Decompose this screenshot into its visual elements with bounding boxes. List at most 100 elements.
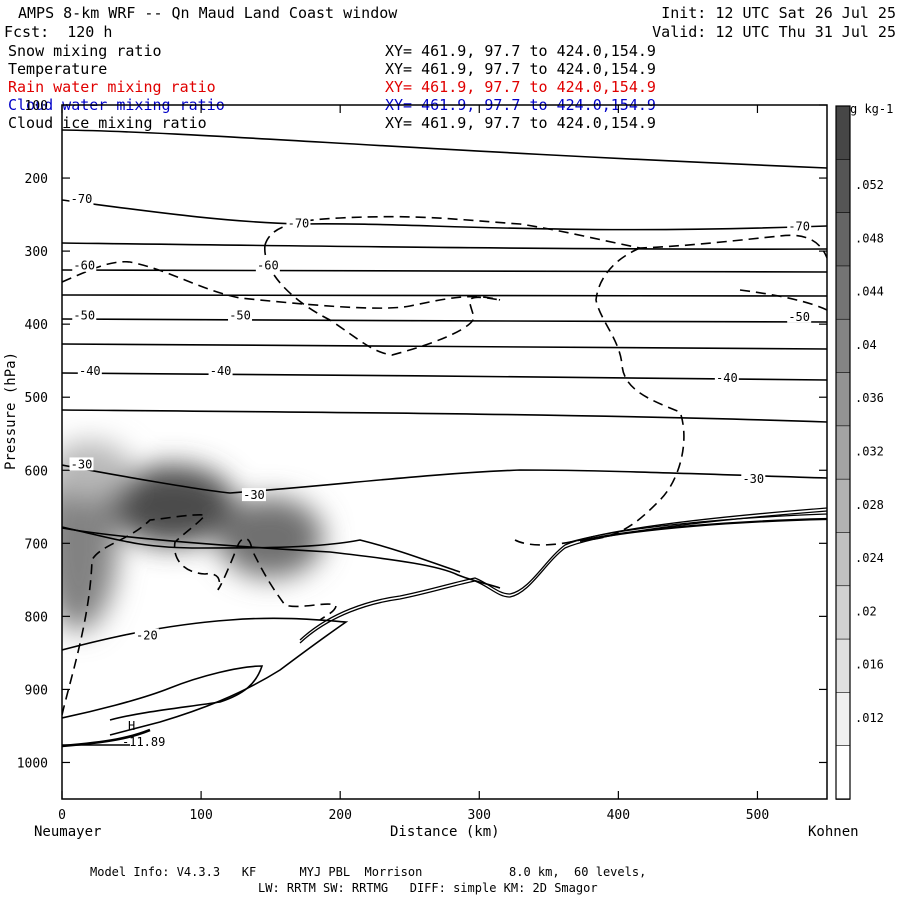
- snow-blob: [217, 497, 324, 578]
- terrain-line: [299, 507, 827, 641]
- y-tick-label: 800: [25, 610, 48, 625]
- colorbar-tick-label: .04: [855, 338, 877, 352]
- isotherm-line: [62, 409, 827, 423]
- isotherm-line: [62, 318, 827, 323]
- legend-field-xy: XY= 461.9, 97.7 to 424.0,154.9: [385, 114, 656, 132]
- x-tick-label: 400: [607, 808, 630, 823]
- forecast-hour: Fcst: 120 h: [4, 23, 113, 41]
- colorbar-tick-label: .024: [855, 551, 884, 565]
- colorbar-tick-label: .048: [855, 231, 884, 245]
- colorbar-tick-label: .032: [855, 445, 884, 459]
- colorbar-bin: [835, 532, 851, 587]
- y-tick-label: 700: [25, 537, 48, 552]
- contour-label: -30: [742, 472, 764, 486]
- isotherm-line: [62, 129, 827, 169]
- contour-label: -60: [73, 259, 95, 273]
- snow-shading: [62, 441, 324, 631]
- colorbar-tick-label: .044: [855, 285, 884, 299]
- y-tick-label: 100: [25, 99, 48, 114]
- contour-label-bg: [714, 371, 739, 385]
- isotherm-line: [62, 242, 827, 250]
- colorbar-bin: [835, 692, 851, 747]
- colorbar-tick-label: .028: [855, 498, 884, 512]
- contour-label: -50: [229, 308, 251, 322]
- contour-label-bg: [241, 488, 266, 502]
- contour-label: -40: [210, 364, 232, 378]
- contour-label-bg: [787, 219, 812, 233]
- terrain-line: [62, 526, 461, 573]
- cloud-ice-contour: [264, 215, 827, 259]
- x-axis-label: Distance (km): [390, 824, 500, 840]
- contour-label-bg: [72, 308, 97, 322]
- terrain-line: [569, 513, 827, 543]
- colorbar-tick-label: .016: [855, 658, 884, 672]
- colorbar-bin: [835, 478, 851, 534]
- contour-label-bg: [787, 309, 812, 323]
- colorbar-unit: g kg-1: [850, 102, 894, 116]
- x-tick-label: 0: [58, 808, 66, 823]
- plot-frame: [61, 104, 828, 800]
- contour-label: -20: [136, 628, 158, 642]
- contour-label-bg: [72, 258, 97, 272]
- y-tick-label: 200: [25, 172, 48, 187]
- high-marker: H: [128, 719, 136, 733]
- y-tick-label: 300: [25, 245, 48, 260]
- contour-label: -30: [71, 457, 93, 471]
- contour-label-bg: [77, 363, 102, 377]
- cloud-ice-contour: [514, 247, 685, 546]
- contour-lines: [62, 129, 827, 748]
- y-tick-label: 600: [25, 464, 48, 479]
- legend-field-label: Rain water mixing ratio: [8, 78, 216, 96]
- contour-label: -30: [243, 488, 265, 502]
- colorbar-bin: [835, 425, 851, 480]
- isotherm-line: [62, 294, 827, 297]
- colorbar-tick-label: .036: [855, 391, 884, 405]
- contour-label: -40: [716, 371, 738, 385]
- legend-field-label: Snow mixing ratio: [8, 42, 162, 60]
- isotherm-line: [62, 343, 827, 350]
- isotherm-line: [62, 527, 501, 589]
- isotherm-line: [62, 728, 151, 748]
- contour-label-bg: [134, 628, 159, 642]
- valid-time: Valid: 12 UTC Thu 31 Jul 25: [652, 23, 896, 41]
- colorbar-frame: [835, 105, 851, 800]
- isotherm-line: [62, 372, 827, 381]
- terrain-line: [579, 517, 827, 543]
- y-tick-label: 400: [25, 318, 48, 333]
- contour-label-bg: [286, 216, 311, 230]
- cloud-ice-contour: [739, 289, 827, 311]
- left-station-label: Neumayer: [34, 824, 102, 840]
- legend-field-xy: XY= 461.9, 97.7 to 424.0,154.9: [385, 60, 656, 78]
- y-tick-label: 500: [25, 391, 48, 406]
- snow-blob: [62, 441, 132, 500]
- high-value: -11.89: [122, 735, 166, 749]
- colorbar-tick-label: .012: [855, 711, 884, 725]
- legend-field-xy: XY= 461.9, 97.7 to 424.0,154.9: [385, 78, 656, 96]
- contour-label: -70: [71, 192, 93, 206]
- colorbar-bin: [835, 745, 851, 800]
- contour-label: -60: [257, 259, 279, 273]
- contour-label: -40: [79, 364, 101, 378]
- x-tick-label: 300: [468, 808, 491, 823]
- model-physics: LW: RRTM SW: RRTMG DIFF: simple KM: 2D S…: [258, 881, 598, 895]
- y-tick-label: 900: [25, 683, 48, 698]
- cloud-ice-contour: [62, 514, 337, 716]
- contour-label-bg: [69, 457, 94, 471]
- y-tick-label: 1000: [17, 756, 48, 771]
- contour-label-bg: [69, 192, 94, 206]
- isotherm-line: [62, 269, 827, 273]
- model-info: Model Info: V4.3.3 KF MYJ PBL Morrison 8…: [90, 865, 647, 879]
- isotherm-line: [62, 464, 827, 494]
- colorbar-bin: [835, 318, 851, 374]
- y-axis-label: Pressure (hPa): [3, 351, 19, 470]
- axis-ticks: [61, 104, 827, 799]
- colorbar-tick-label: .02: [855, 604, 877, 618]
- colorbar-bin: [835, 212, 851, 267]
- contour-label-bg: [741, 472, 766, 486]
- colorbar: .052 .048 .044 .04 .036 .032 .028 .024 .02 .016 .0…: [835, 105, 884, 800]
- right-station-label: Kohnen: [808, 824, 859, 840]
- colorbar-bin: [835, 585, 851, 640]
- colorbar-bin: [835, 638, 851, 694]
- isotherm-line: [62, 665, 264, 721]
